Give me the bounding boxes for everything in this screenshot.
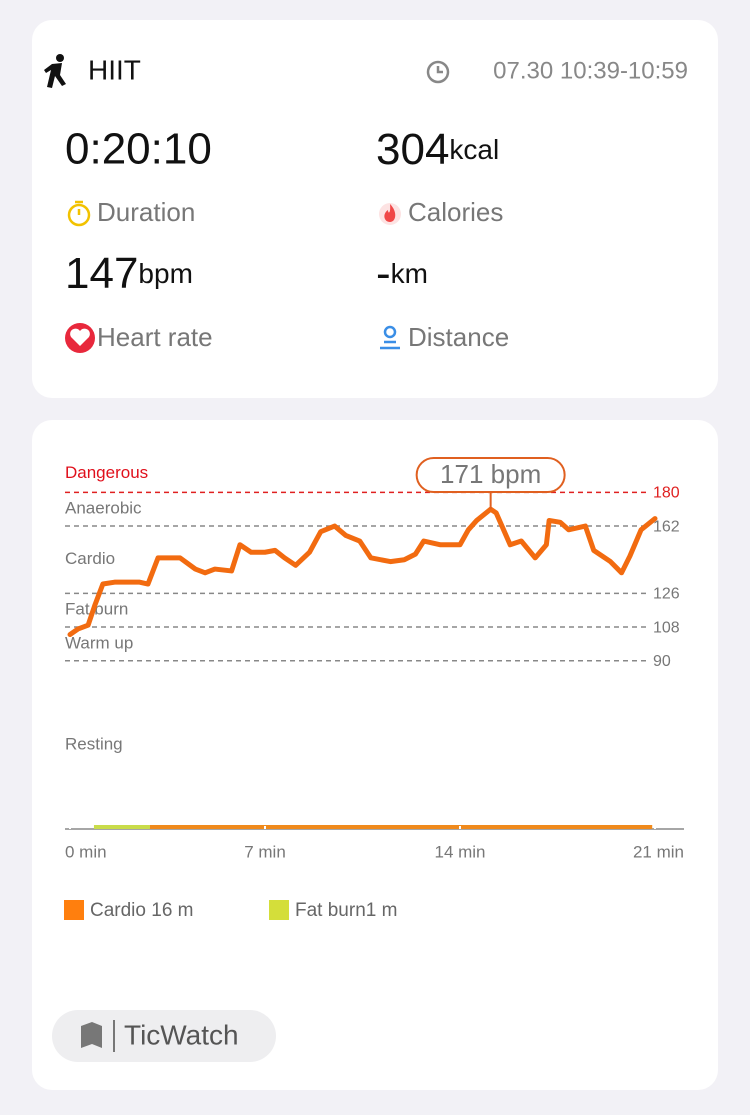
stat-value: 0:20:10 <box>65 125 212 174</box>
chart-card <box>32 420 718 1090</box>
peak-label: 171 bpm <box>440 459 541 489</box>
activity-name: HIIT <box>88 54 141 85</box>
zone-label: Anaerobic <box>65 499 142 518</box>
stat-value: 147bpm <box>65 249 193 298</box>
stat-unit: km <box>391 258 428 289</box>
stat-value: 304kcal <box>376 125 499 174</box>
legend-label: Cardio 16 m <box>90 900 194 921</box>
y-tick-label: 90 <box>653 653 671 670</box>
clock-icon <box>426 60 450 84</box>
activity-time: 07.30 10:39-10:59 <box>493 57 688 84</box>
activity-icon <box>44 54 66 88</box>
y-tick-label: 180 <box>653 485 680 502</box>
y-tick-label: 108 <box>653 619 680 636</box>
x-tick-label: 0 min <box>65 842 107 861</box>
stat-number: 147 <box>65 249 138 298</box>
heart-rate-chart: Resting Warm up Fat burn Cardio Anaerobic Dan… <box>64 457 684 921</box>
distance-icon <box>380 325 400 350</box>
zone-label: Warm up <box>65 633 133 652</box>
stat-value: -km <box>376 249 428 298</box>
calories-icon <box>379 203 401 225</box>
stat-label: Distance <box>408 322 509 352</box>
brand-name: TicWatch <box>124 1019 239 1050</box>
stat-number: - <box>376 249 391 298</box>
zone-label: Fat burn <box>65 600 128 619</box>
stat-unit: kcal <box>449 134 499 165</box>
y-tick-label: 162 <box>653 518 680 535</box>
stat-number: 304 <box>376 125 449 174</box>
heart-icon <box>65 323 95 353</box>
legend-swatch <box>269 900 289 920</box>
stat-label: Calories <box>408 197 503 227</box>
zone-label: Dangerous <box>65 463 148 482</box>
duration-icon <box>67 200 91 227</box>
stat-label: Heart rate <box>97 322 213 352</box>
summary-card <box>32 20 718 398</box>
brand-pill[interactable] <box>52 1010 276 1062</box>
legend-label: Fat burn1 m <box>295 900 397 921</box>
legend-swatch <box>64 900 84 920</box>
x-tick-label: 7 min <box>244 842 286 861</box>
x-tick-label: 14 min <box>434 842 485 861</box>
peak-callout <box>415 457 566 493</box>
y-tick-label: 126 <box>653 586 680 603</box>
zone-timeline <box>149 825 653 829</box>
zone-timeline <box>93 825 150 829</box>
zone-label: Cardio <box>65 549 115 568</box>
zone-label: Resting <box>65 734 123 753</box>
stat-label: Duration <box>97 197 195 227</box>
stat-unit: bpm <box>138 258 192 289</box>
heart-rate-line <box>67 506 658 638</box>
x-tick-label: 21 min <box>633 842 684 861</box>
brand-icon <box>81 1022 102 1048</box>
